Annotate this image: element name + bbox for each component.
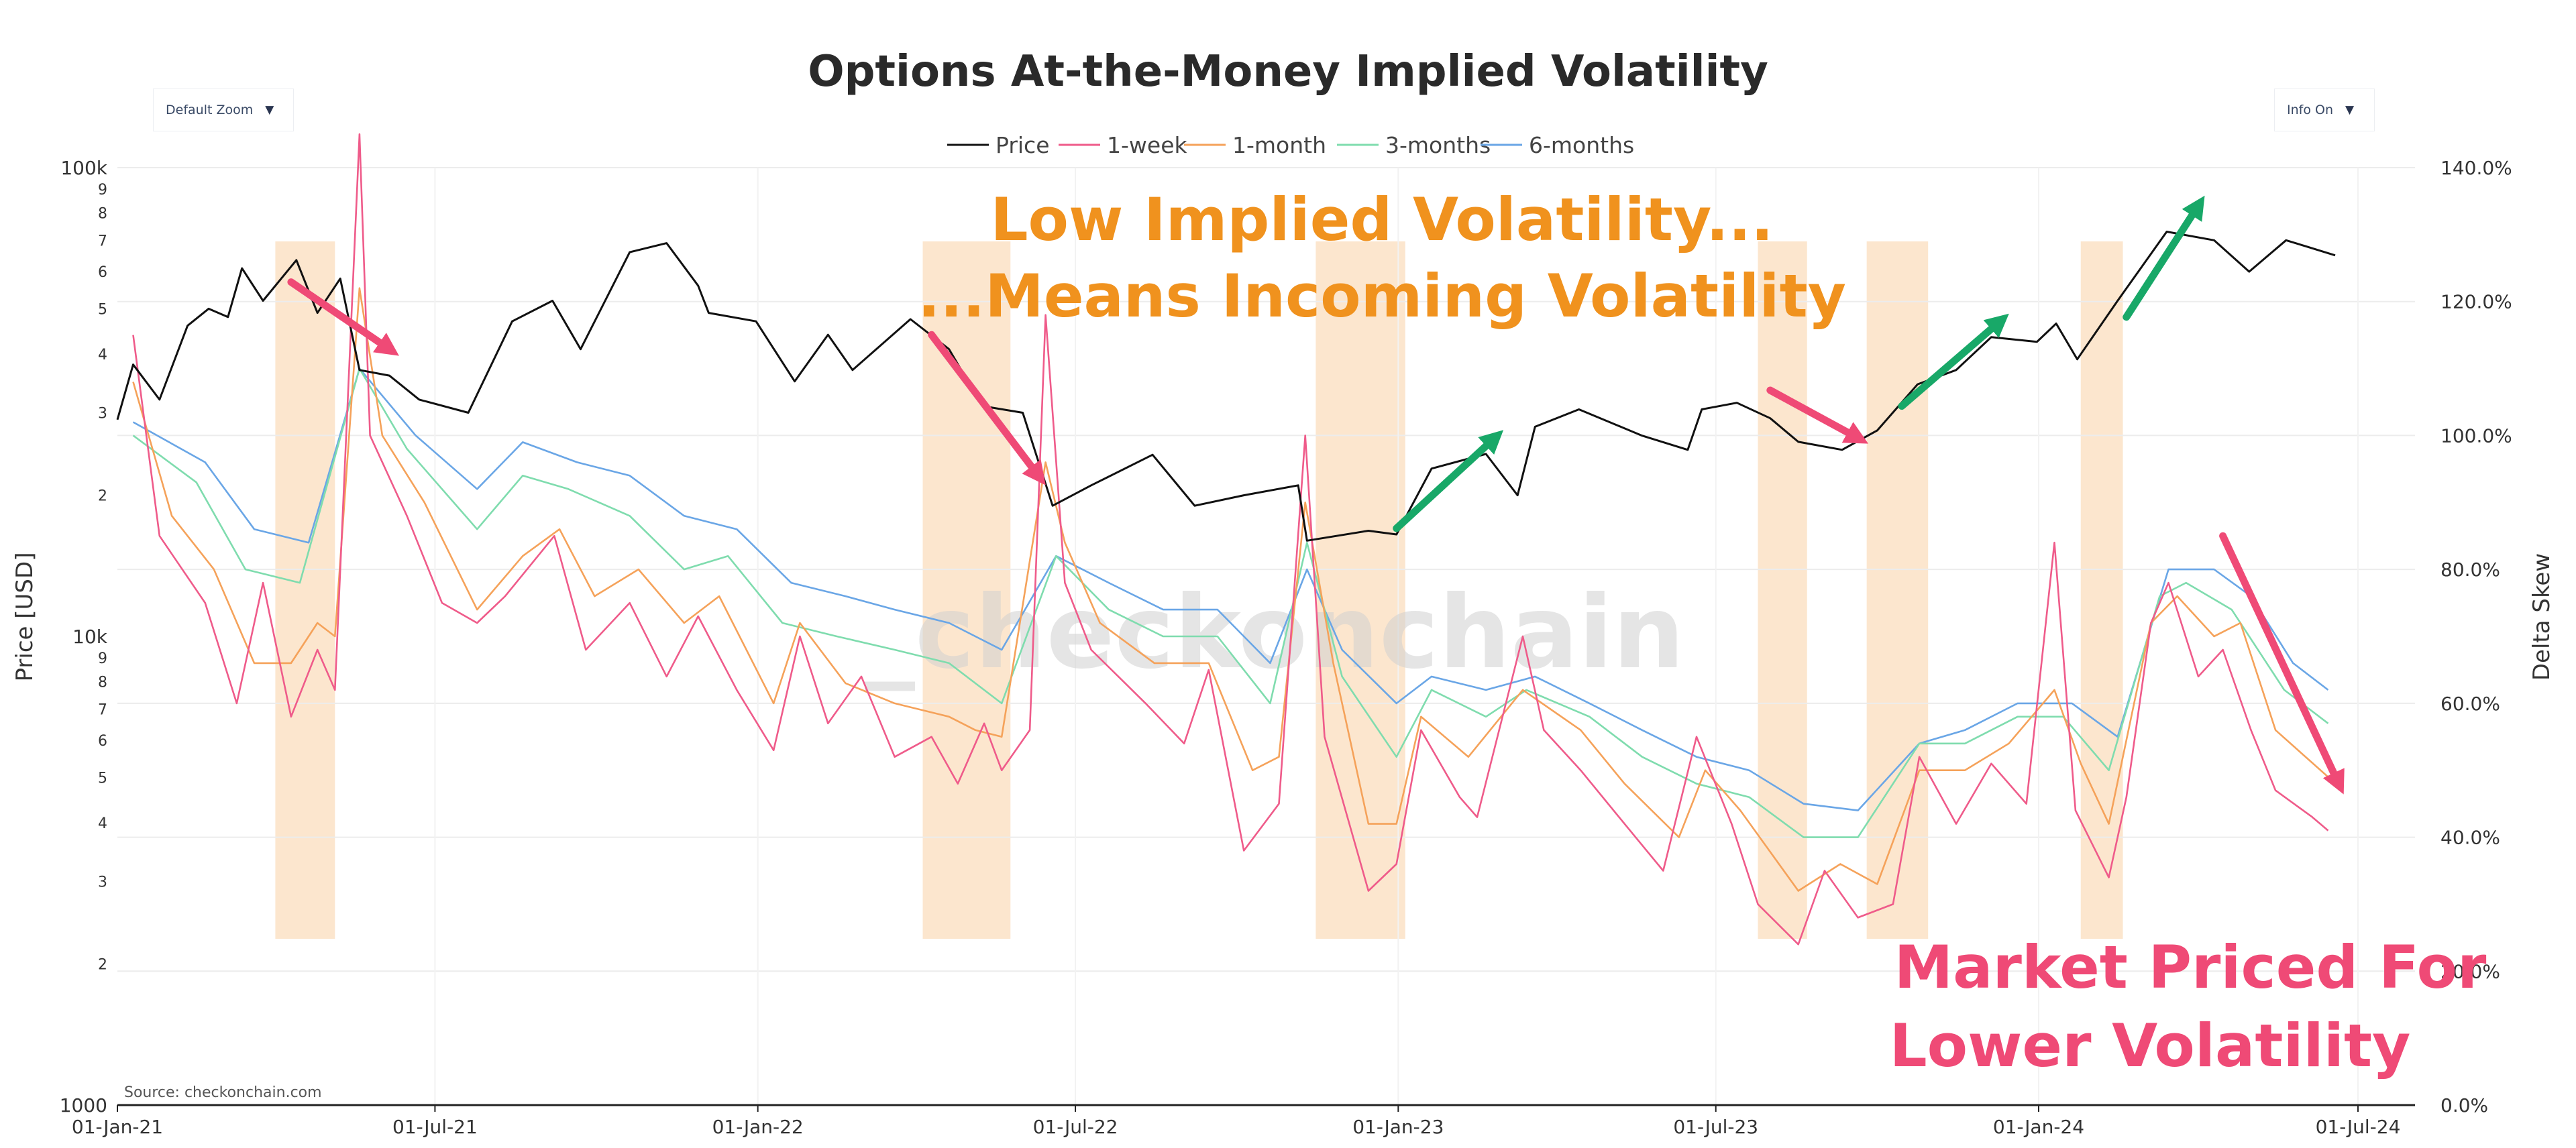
- highlight-band: [1866, 241, 1929, 939]
- y-left-minor-tick-label: 2: [98, 957, 107, 974]
- highlight-band: [922, 241, 1011, 939]
- x-tick-label: 01-Jan-22: [712, 1116, 804, 1138]
- y-left-minor-tick-label: 9: [98, 182, 107, 198]
- zoom-dropdown-label: Default Zoom: [166, 103, 254, 117]
- y-left-minor-tick-label: 4: [98, 815, 107, 832]
- grid-lines: [117, 167, 2415, 1105]
- arrow-pink: [287, 278, 399, 356]
- y-left-axis-title: Price [USD]: [11, 553, 38, 682]
- y-left-tick-label: 10k: [72, 626, 108, 648]
- x-tick-label: 01-Jul-24: [2316, 1116, 2401, 1138]
- y-left-minor-tick-label: 5: [98, 301, 107, 318]
- y-right-tick-label: 40.0%: [2440, 827, 2500, 849]
- info-dropdown-label: Info On: [2287, 103, 2333, 117]
- y-left-minor-tick-label: 3: [98, 405, 107, 422]
- y-right-axis-title: Delta Skew: [2528, 553, 2555, 681]
- y-left-minor-tick-label: 8: [98, 206, 107, 223]
- y-left-minor-tick-label: 6: [98, 264, 107, 281]
- annotation-arrows: [287, 195, 2345, 795]
- y-left-minor-tick-label: 8: [98, 675, 107, 691]
- annotation-market-priced: Market Priced For: [1894, 933, 2487, 1002]
- arrow-pink: [928, 331, 1046, 485]
- series-line-1-month: [132, 287, 2329, 892]
- series-line-1-week: [132, 133, 2329, 945]
- x-tick-label: 01-Jan-24: [1993, 1116, 2084, 1138]
- y-right-tick-label: 100.0%: [2440, 424, 2512, 447]
- annotation-lower-vol: Lower Volatility: [1890, 1011, 2411, 1080]
- x-tick-label: 01-Jul-22: [1033, 1116, 1118, 1138]
- series-line-6-months: [132, 367, 2329, 811]
- highlight-band: [2080, 241, 2123, 939]
- chevron-down-icon: ▼: [2345, 103, 2355, 117]
- legend-label: 1-month: [1232, 132, 1326, 158]
- y-left-minor-tick-label: 5: [98, 770, 107, 787]
- watermark: _checkonchain: [865, 575, 1684, 691]
- y-right-tick-label: 140.0%: [2440, 157, 2512, 179]
- x-axis-ticks: 01-Jan-21 01-Jul-21 01-Jan-22 01-Jul-22 01-J…: [72, 1105, 2401, 1138]
- arrow-green: [1393, 430, 1504, 532]
- arrow-pink: [1766, 386, 1869, 444]
- y-right-tick-label: 0.0%: [2440, 1094, 2488, 1116]
- arrow-green: [2123, 195, 2205, 321]
- y-left-minor-tick-label: 6: [98, 733, 107, 750]
- y-left-ticks: 1000 10k 100k 2 3 4 5 6 7 8 9 2 3 4 5 6 7 8 9: [60, 157, 108, 1116]
- y-left-minor-tick-label: 9: [98, 650, 107, 667]
- series-line-price: [116, 231, 2336, 542]
- y-left-minor-tick-label: 7: [98, 701, 107, 718]
- zoom-dropdown[interactable]: Default Zoom ▼: [153, 89, 294, 131]
- arrow-pink: [2219, 532, 2345, 795]
- legend-label: 3-months: [1385, 132, 1491, 158]
- chart-title: Options At-the-Money Implied Volatility: [808, 47, 1768, 97]
- highlight-band: [1316, 241, 1405, 939]
- x-tick-label: 01-Jul-23: [1673, 1116, 1758, 1138]
- x-tick-label: 01-Jan-23: [1352, 1116, 1444, 1138]
- series-line-3-months: [132, 367, 2329, 838]
- source-note: Source: checkonchain.com: [124, 1084, 322, 1101]
- y-right-tick-label: 20.0%: [2440, 960, 2500, 982]
- arrow-green: [1898, 313, 2009, 410]
- legend-label: 6-months: [1529, 132, 1634, 158]
- y-left-minor-tick-label: 2: [98, 488, 107, 505]
- chevron-down-icon: ▼: [265, 103, 274, 117]
- y-right-tick-label: 80.0%: [2440, 559, 2500, 581]
- y-left-tick-label: 1000: [60, 1094, 107, 1116]
- y-left-tick-label: 100k: [60, 157, 107, 179]
- y-right-tick-label: 60.0%: [2440, 693, 2500, 715]
- annotation-incoming-vol: ...Means Incoming Volatility: [918, 262, 1846, 331]
- series-lines: [116, 133, 2336, 945]
- y-left-minor-tick-label: 4: [98, 347, 107, 363]
- y-right-tick-label: 120.0%: [2440, 291, 2512, 313]
- legend-label: Price: [996, 132, 1050, 158]
- y-left-minor-tick-label: 7: [98, 233, 107, 249]
- highlight-band: [275, 241, 335, 939]
- y-left-minor-tick-label: 3: [98, 874, 107, 891]
- legend-label: 1-week: [1107, 132, 1187, 158]
- x-tick-label: 01-Jul-21: [392, 1116, 478, 1138]
- annotation-low-iv: Low Implied Volatility...: [990, 185, 1773, 254]
- y-right-ticks: 0.0% 20.0% 40.0% 60.0% 80.0% 100.0% 120.0% 140.…: [2440, 157, 2512, 1116]
- x-tick-label: 01-Jan-21: [72, 1116, 163, 1138]
- info-dropdown[interactable]: Info On ▼: [2274, 89, 2375, 131]
- legend: Price 1-week 1-month 3-months 6-months: [947, 132, 1634, 158]
